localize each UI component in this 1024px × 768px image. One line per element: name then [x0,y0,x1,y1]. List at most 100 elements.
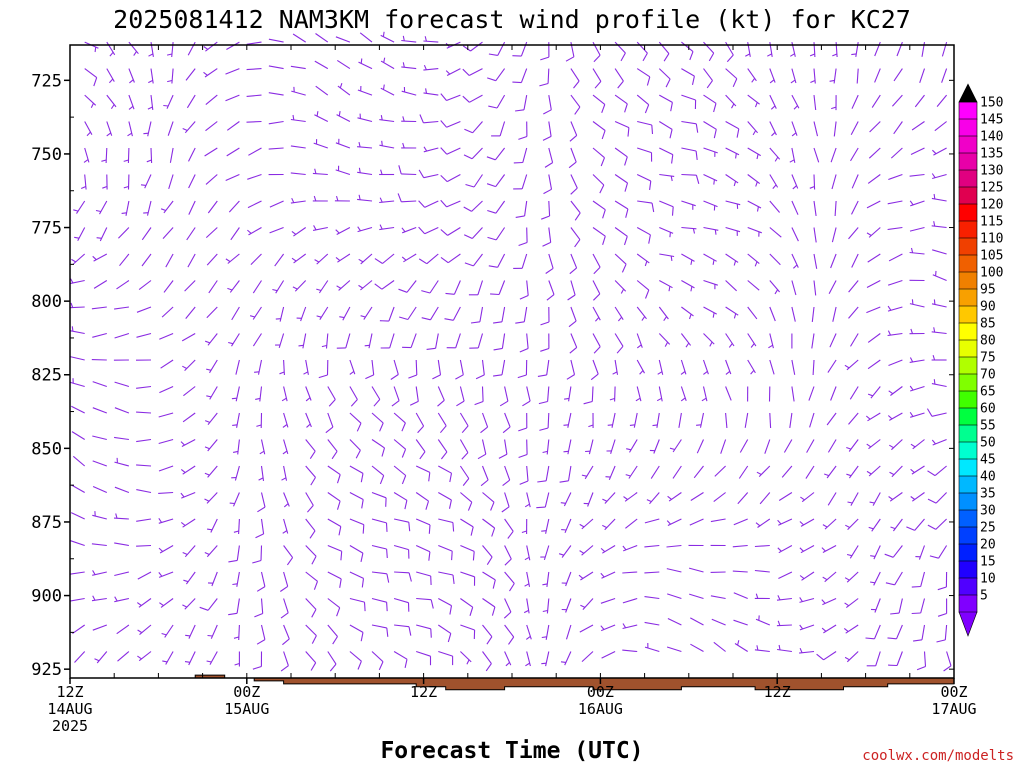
barb-half-feather [622,545,627,551]
wind-barb [393,492,408,510]
barb-staff [644,518,660,524]
colorbar-label: 50 [980,436,996,451]
wind-barb [203,68,218,78]
barb-staff [690,492,704,501]
barb-half-feather [579,523,585,528]
barb-staff [70,512,85,520]
barb-staff [114,571,130,577]
wind-barb [415,545,431,561]
barb-staff [592,94,606,105]
barb-half-feather [821,627,827,632]
wind-barb [602,492,616,504]
wind-barb [778,571,793,579]
barb-staff [733,592,748,600]
barb-staff [452,306,461,321]
barb-staff [92,624,107,631]
barb-staff [136,438,152,443]
wind-barb [438,492,452,509]
barb-feather [512,81,522,84]
barb-staff [923,651,927,667]
wind-barb [305,518,316,539]
wind-barb [349,439,361,459]
barb-staff [769,280,781,293]
wind-barb [482,571,496,589]
wind-barb [937,598,948,617]
wind-barb [327,518,342,536]
barb-staff [72,455,86,467]
barb-staff [136,544,152,547]
wind-barb [371,624,389,637]
wind-barb [504,518,514,539]
barb-staff [70,381,85,388]
barb-feather [449,473,453,483]
barb-staff [570,253,578,269]
barb-half-feather [521,530,527,534]
wind-barb [711,618,726,626]
wind-barb [305,439,316,460]
barb-half-feather [777,547,782,552]
wind-barb [291,253,307,264]
wind-barb [379,224,395,231]
wind-barb [539,412,550,431]
barb-staff [315,85,329,96]
wind-barb [915,545,926,560]
wind-barb [374,280,395,290]
barb-staff [570,68,580,82]
barb-staff [868,147,881,159]
wind-barb [438,650,454,666]
barb-half-feather [204,498,210,502]
wind-barb [349,359,356,375]
wind-barb [185,306,196,319]
wind-barb [844,598,859,609]
barb-half-feather [364,344,370,347]
wind-barb [208,280,218,294]
wind-barb [379,197,395,204]
wind-barb [579,518,594,530]
barb-staff [681,280,695,289]
wind-barb [833,121,837,137]
barb-staff [570,147,577,163]
barb-feather [486,556,493,565]
wind-barb [437,624,452,643]
wind-barb [357,85,373,96]
wind-barb [92,381,107,388]
barb-half-feather [281,477,287,481]
barb-staff [208,280,218,294]
barb-staff [889,412,903,421]
barb-staff [248,227,262,236]
barb-staff [872,492,881,506]
barb-feather [401,448,407,458]
barb-staff [184,598,196,610]
wind-barb [831,95,837,111]
wind-barb [180,465,196,475]
barb-staff [747,147,761,157]
barb-staff [207,333,218,346]
barb-feather [519,294,529,300]
barb-staff [526,280,529,296]
barb-staff [472,121,483,134]
barb-staff [592,280,601,295]
barb-staff [358,61,373,70]
barb-staff [447,253,461,264]
barb-feather [566,374,575,380]
barb-feather [313,581,319,590]
barb-staff [210,518,218,533]
barb-half-feather [182,604,188,608]
barb-staff [162,227,174,239]
barb-staff [206,492,218,504]
barb-staff [935,492,947,504]
barb-staff [371,571,387,575]
barb-half-feather [793,105,798,110]
wind-barb [769,121,777,137]
wind-barb [349,386,358,407]
wind-barb [680,386,687,402]
barb-feather [691,75,695,86]
wind-barb [644,518,660,524]
barb-feather [593,54,601,63]
barb-feather [544,162,553,168]
barb-half-feather [772,184,777,189]
barb-staff [437,386,445,401]
wind-barb [203,41,218,52]
colorbar-label: 95 [980,283,996,298]
wind-barb [205,333,218,346]
